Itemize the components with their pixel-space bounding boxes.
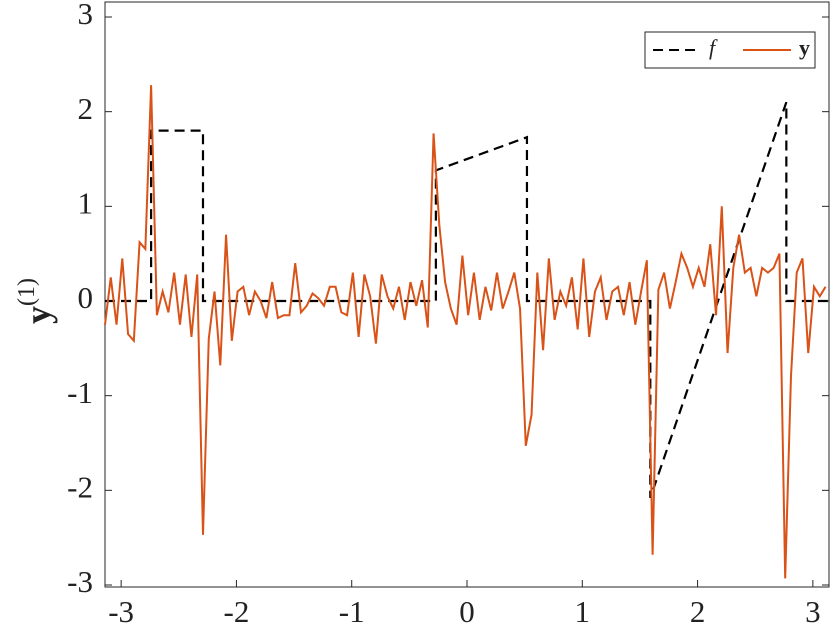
y-tick-label: -1 — [67, 375, 93, 410]
x-tick-label: 3 — [805, 594, 821, 629]
x-tick-label: 1 — [575, 594, 591, 629]
y-label-base: y — [18, 306, 58, 324]
y-axis-label: y(1) — [14, 278, 59, 324]
y-label-sup: (1) — [14, 278, 40, 306]
legend-label: y — [799, 35, 810, 60]
y-tick-label: -2 — [67, 469, 93, 504]
x-tick-label: 0 — [459, 594, 475, 629]
series-line — [104, 85, 827, 579]
y-tick-label: 3 — [78, 0, 94, 31]
y-tick-label: 1 — [78, 185, 94, 220]
x-tick-label: -3 — [108, 594, 134, 629]
x-tick-label: -2 — [224, 594, 250, 629]
series-line — [105, 101, 829, 499]
x-tick-label: 2 — [690, 594, 706, 629]
legend-label: f — [709, 35, 718, 60]
x-tick-label: -1 — [339, 594, 365, 629]
y-tick-label: 0 — [78, 280, 94, 315]
y-tick-label: 2 — [78, 91, 94, 126]
y-tick-label: -3 — [67, 564, 93, 599]
